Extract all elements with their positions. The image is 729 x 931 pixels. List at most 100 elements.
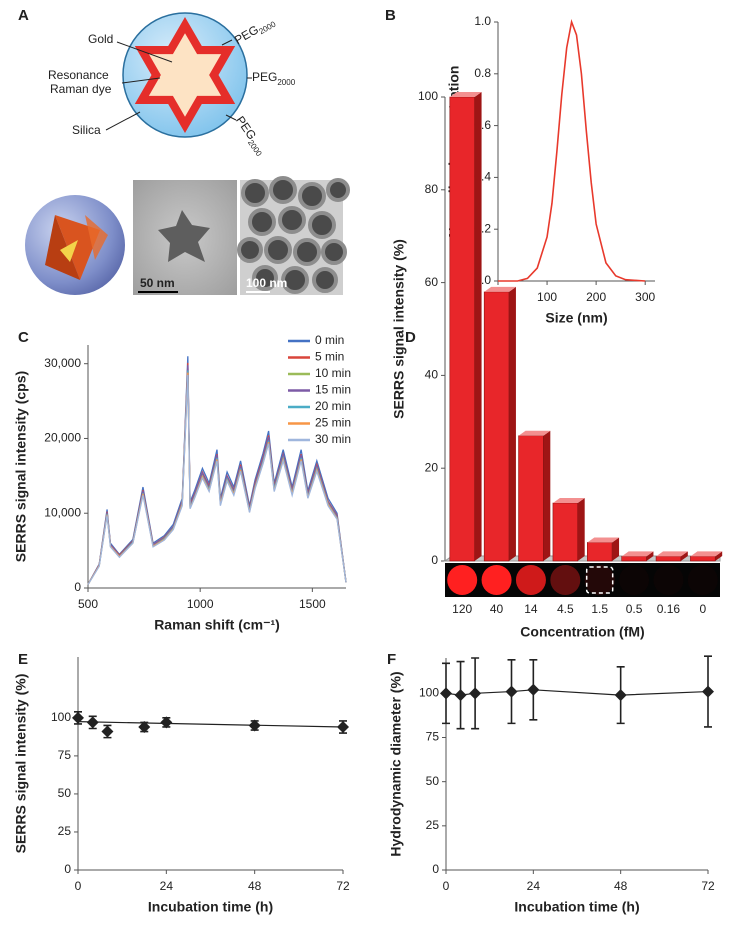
label-silica: Silica	[72, 123, 101, 137]
bar-top	[587, 537, 620, 543]
star-facet	[85, 215, 108, 260]
legend-label: 30 min	[315, 432, 351, 446]
x-tick-label: 1500	[299, 597, 326, 611]
marker	[527, 683, 540, 696]
tem-particles	[237, 176, 350, 294]
highlight-box	[585, 566, 614, 594]
y-tick-label: 100	[51, 710, 71, 724]
bar-front	[449, 96, 475, 562]
gel-spot	[481, 565, 512, 595]
bar-front	[587, 542, 613, 562]
y-tick-label: 0	[74, 580, 81, 594]
series-line	[87, 372, 347, 585]
series-line	[87, 374, 347, 585]
series-line	[87, 365, 347, 585]
marker	[72, 711, 84, 724]
gel-spot	[688, 565, 718, 595]
y-tick-label: 25	[58, 824, 72, 838]
label-gold: Gold	[88, 32, 113, 46]
label-peg: PEG2000	[252, 70, 296, 87]
bar	[587, 537, 620, 562]
y-tick-label: 75	[426, 730, 440, 744]
x-tick-label: 48	[248, 879, 262, 893]
marker	[101, 725, 114, 738]
star-facet	[45, 215, 80, 280]
peg-sub: 2000	[246, 138, 264, 158]
y-axis-title: SERRS signal intensity (%)	[391, 239, 407, 419]
bar-front	[483, 291, 510, 562]
panel-letter: C	[18, 329, 29, 346]
bar	[518, 430, 551, 562]
x-tick-label: 1000	[187, 597, 214, 611]
gel-spot	[447, 565, 478, 595]
connect-line	[445, 689, 709, 696]
x-tick-label: 24	[160, 879, 174, 893]
y-tick-label: 10,000	[44, 505, 81, 519]
label-dye: Raman dye	[50, 82, 112, 96]
y-tick-label: 80	[425, 182, 439, 196]
legend-label: 5 min	[315, 350, 344, 364]
x-tick-label: 500	[78, 597, 98, 611]
x-tick-label: 72	[336, 879, 350, 893]
bar-side	[577, 498, 585, 561]
gold-core	[148, 33, 222, 117]
fit-line	[77, 721, 344, 728]
y-tick-label: 100	[418, 89, 438, 103]
x-tick-label: 0	[699, 602, 706, 616]
scale-label: 100 nm	[246, 276, 287, 290]
bar-front	[518, 435, 544, 562]
tem-particle	[158, 210, 210, 262]
legend-label: 15 min	[315, 383, 351, 397]
y-tick-label: 50	[426, 774, 440, 788]
marker	[440, 687, 452, 700]
marker	[337, 720, 349, 733]
y-tick-label: 0	[64, 862, 71, 876]
bar-side	[474, 92, 482, 561]
label-peg: PEG2000	[232, 13, 278, 49]
panel-letter: E	[18, 651, 28, 668]
bar-front	[552, 502, 578, 562]
x-tick-label: 0.5	[626, 602, 643, 616]
gel-spot	[619, 565, 649, 595]
x-tick-label: 120	[452, 602, 472, 616]
x-tick-label: 300	[635, 290, 655, 304]
y-tick-label: 0.8	[474, 66, 491, 80]
bar	[483, 286, 516, 562]
pointer	[105, 111, 141, 131]
x-tick-label: 0	[443, 879, 450, 893]
gel-spot	[550, 565, 581, 595]
peg-tether	[225, 114, 237, 121]
peg: PEG	[232, 23, 261, 48]
y-tick-label: 75	[58, 748, 72, 762]
y-tick-label: 100	[419, 686, 439, 700]
peg-tether	[221, 39, 233, 46]
panel-letter: D	[405, 329, 416, 346]
panel-letter: F	[387, 651, 396, 668]
bar-side	[543, 430, 551, 561]
x-axis-title: Size (nm)	[545, 310, 607, 326]
bar-side	[715, 551, 723, 561]
x-tick-label: 4.5	[557, 602, 574, 616]
panel-letter: B	[385, 7, 396, 24]
peg-sub: 2000	[277, 78, 295, 87]
peg: PEG	[233, 114, 259, 143]
x-axis-title: Incubation time (h)	[514, 899, 639, 915]
x-tick-label: 40	[490, 602, 504, 616]
series-line	[498, 19, 646, 282]
bar	[690, 551, 723, 562]
series-line	[87, 362, 347, 585]
bar-front	[690, 556, 716, 562]
x-axis-title: Raman shift (cm⁻¹)	[154, 617, 280, 633]
legend-label: 25 min	[315, 416, 351, 430]
series-line	[87, 370, 347, 585]
x-axis-title: Incubation time (h)	[148, 899, 273, 915]
peg-sub: 2000	[258, 19, 278, 36]
x-tick-label: 200	[586, 290, 606, 304]
pointer	[116, 41, 173, 63]
gel-spot	[515, 565, 546, 595]
bar-front	[655, 556, 682, 562]
y-tick-label: 30,000	[44, 356, 81, 370]
label-peg: PEG2000	[231, 114, 269, 159]
bar	[621, 551, 654, 562]
bar-top	[690, 551, 723, 557]
